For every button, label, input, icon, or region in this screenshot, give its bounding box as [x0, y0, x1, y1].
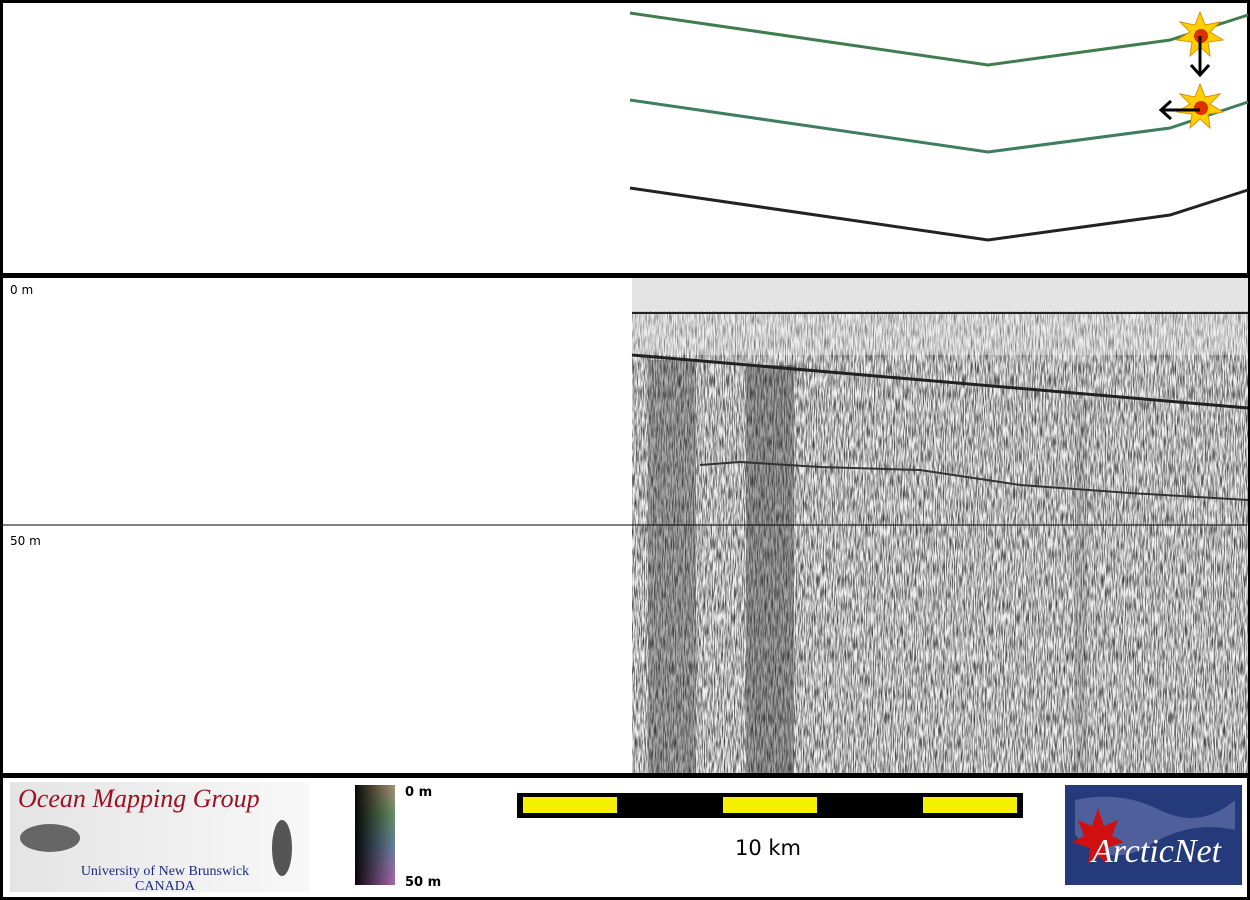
depth-label: 50 m	[10, 534, 41, 548]
color-legend: 0 m 50 m	[355, 785, 441, 890]
scale-label: 10 km	[735, 836, 801, 860]
track-line	[629, 98, 1249, 154]
track-panel	[3, 3, 1247, 273]
label: Ocean Mapping Group	[18, 784, 260, 813]
omg-logo: Ocean Mapping Group University of New Br…	[10, 782, 310, 894]
legend-label: 50 m	[405, 875, 441, 890]
depth-label: 0 m	[10, 283, 33, 297]
label: University of New Brunswick	[81, 864, 249, 879]
label: CANADA	[135, 879, 196, 894]
legend-label: 0 m	[405, 785, 432, 800]
position-marker	[1158, 10, 1225, 130]
track-line	[629, 186, 1249, 242]
arcticnet-logo: ArcticNet	[1065, 785, 1242, 885]
scale-bar: 10 km	[517, 793, 1023, 860]
label: ArcticNet	[1090, 833, 1223, 870]
